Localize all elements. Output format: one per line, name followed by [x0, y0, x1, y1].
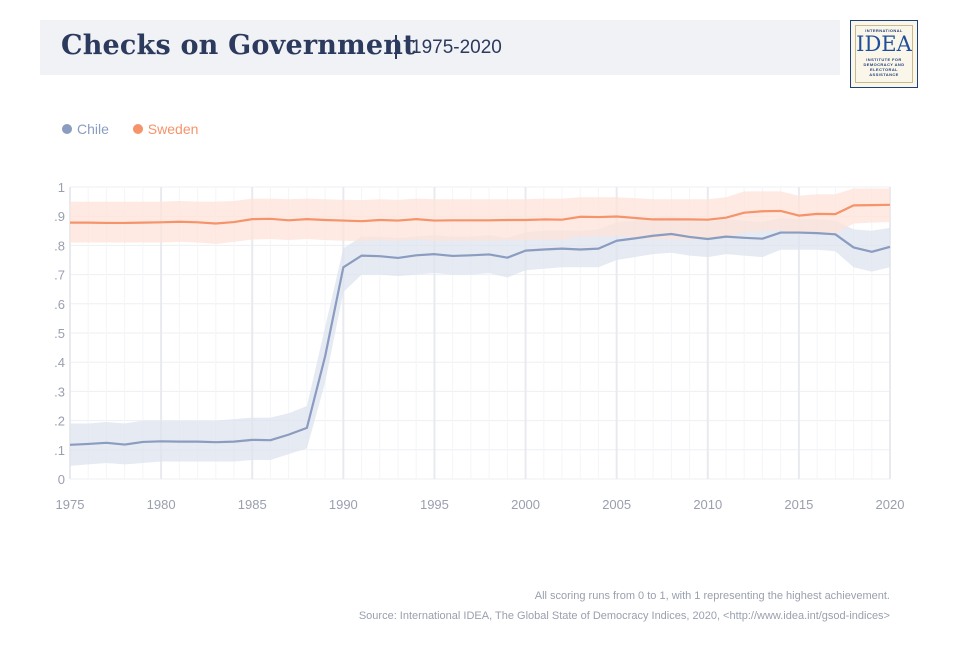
y-tick-label: .8 — [54, 238, 65, 253]
legend-label-sweden: Sweden — [147, 121, 199, 137]
x-tick-label: 1985 — [238, 497, 267, 512]
confidence-band-chile — [70, 216, 890, 466]
series-line-sweden — [70, 203, 891, 225]
x-tick-label: 2020 — [876, 497, 905, 512]
source-note: Source: International IDEA, The Global S… — [358, 610, 890, 622]
y-tick-label: .5 — [54, 326, 65, 341]
idea-logo: INTERNATIONAL IDEA INSTITUTE FOR DEMOCRA… — [850, 20, 918, 88]
x-tick-label: 1995 — [420, 497, 449, 512]
x-tick-label: 2005 — [602, 497, 631, 512]
y-tick-label: .9 — [54, 209, 65, 224]
logo-top-text: INTERNATIONAL — [865, 28, 903, 33]
title-separator — [395, 35, 397, 59]
y-tick-label: .1 — [54, 443, 65, 458]
logo-line: INSTITUTE FOR — [866, 57, 902, 62]
legend-item-sweden[interactable]: Sweden — [132, 121, 199, 137]
logo-line: DEMOCRACY AND — [863, 62, 905, 67]
chart-title: Checks on Government — [61, 30, 416, 61]
y-tick-label: .6 — [54, 297, 65, 312]
legend-label-chile: Chile — [77, 121, 109, 137]
x-tick-label: 2010 — [693, 497, 722, 512]
y-tick-label: .4 — [54, 355, 65, 370]
y-tick-label: 1 — [58, 180, 65, 195]
legend-dot-sweden — [132, 124, 143, 134]
y-tick-label: 0 — [58, 472, 65, 487]
legend-dot-chile — [62, 124, 72, 134]
x-tick-label: 2015 — [784, 497, 813, 512]
line-chart: 0 .1 .2 .3 .4 .5 .6 .7 .8 .9 1 1975 1980 1985 1990 1995… — [54, 180, 905, 512]
scoring-note: All scoring runs from 0 to 1, with 1 rep… — [534, 590, 890, 602]
y-tick-label: .7 — [54, 268, 65, 283]
y-tick-label: .2 — [54, 414, 65, 429]
y-tick-label: .3 — [54, 384, 65, 399]
logo-line: ELECTORAL — [870, 67, 898, 72]
series-line-chile — [69, 231, 891, 446]
x-tick-label: 2000 — [511, 497, 540, 512]
confidence-band-sweden — [70, 188, 890, 244]
logo-main-text: IDEA — [856, 32, 912, 56]
legend-item-chile[interactable]: Chile — [62, 121, 109, 137]
x-tick-label: 1980 — [147, 497, 176, 512]
x-tick-label: 1975 — [56, 497, 85, 512]
title-bar: Checks on Government 1975-2020 — [40, 20, 840, 75]
logo-frame — [855, 25, 913, 83]
logo-bottom-text: INSTITUTE FOR DEMOCRACY AND ELECTORAL AS… — [851, 57, 917, 77]
x-tick-label: 1990 — [329, 497, 358, 512]
chart-subtitle: 1975-2020 — [411, 37, 502, 58]
chart-legend: Chile Sweden — [62, 121, 218, 137]
logo-line: ASSISTANCE — [869, 72, 899, 77]
